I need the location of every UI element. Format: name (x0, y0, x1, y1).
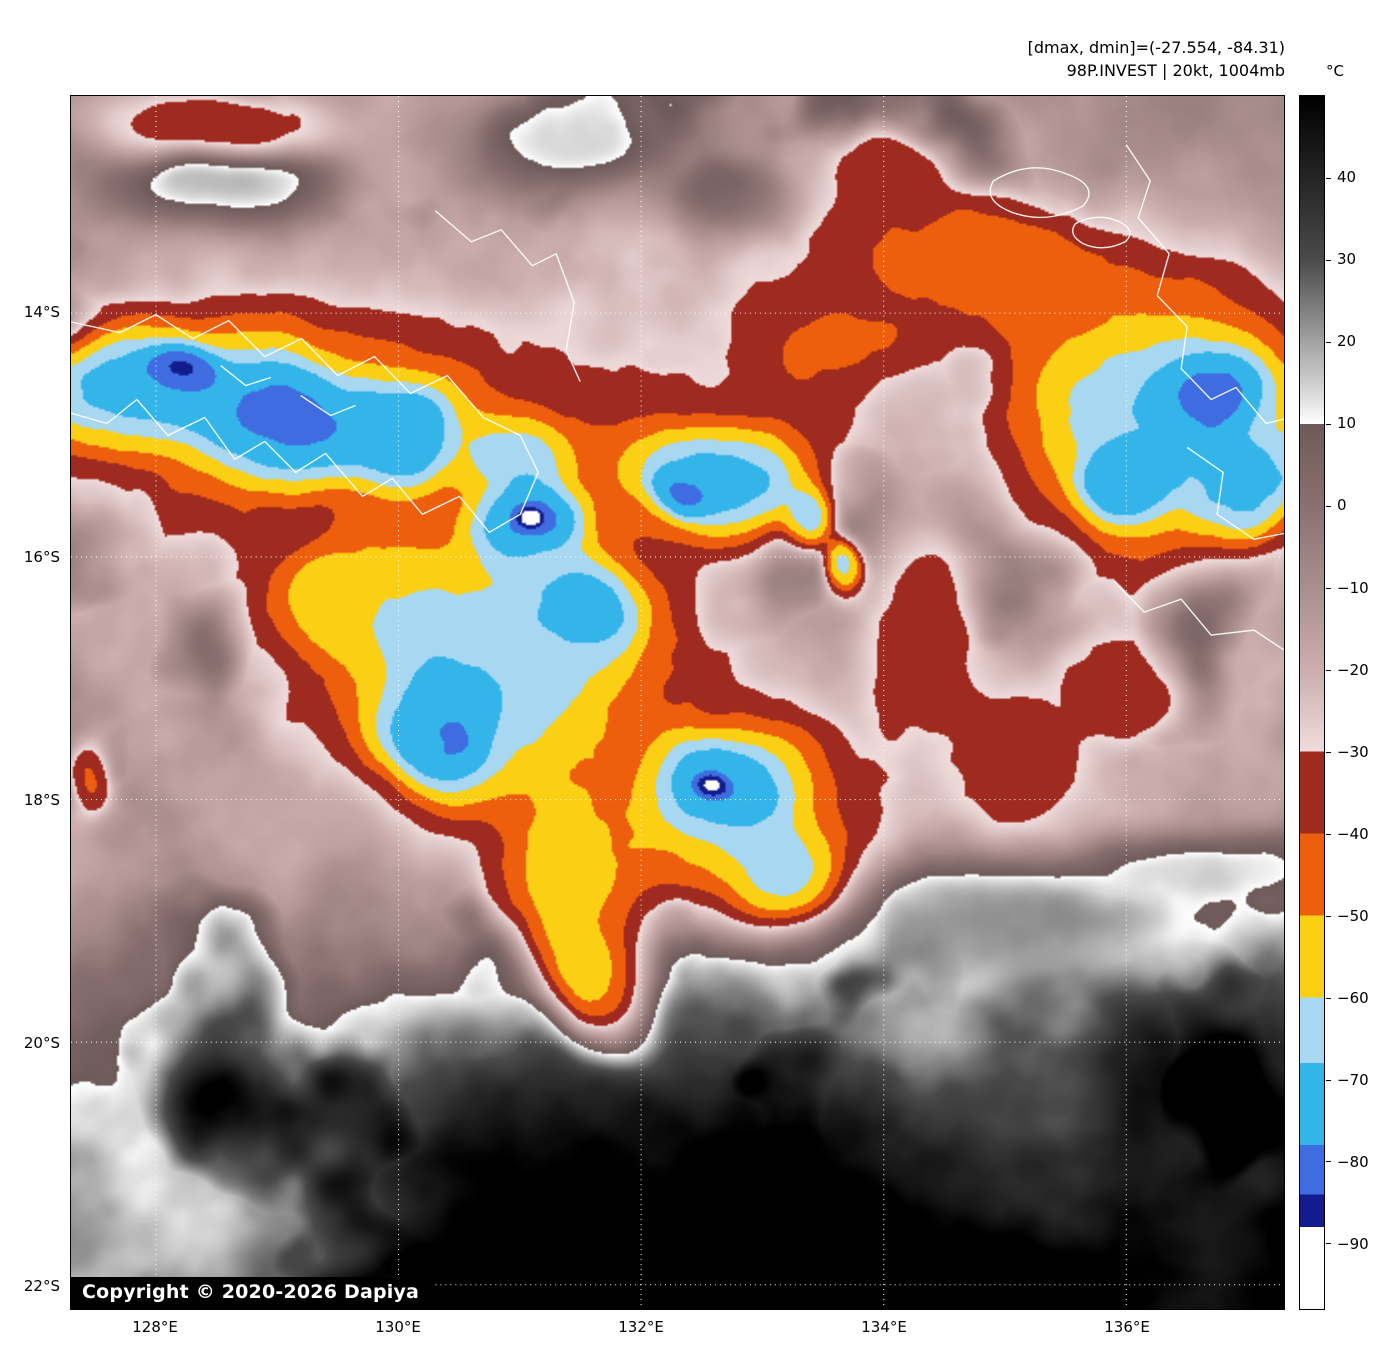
colorbar-tick-label: −80 (1337, 1153, 1369, 1171)
colorbar-tickmark (1326, 1161, 1331, 1162)
colorbar-tick-label: −10 (1337, 579, 1369, 597)
colorbar-tick-label: −50 (1337, 907, 1369, 925)
coastline-path (301, 396, 356, 416)
coastlines (71, 145, 1284, 654)
colorbar-tickmark (1326, 670, 1331, 671)
lon-tick-label: 134°E (861, 1318, 907, 1336)
island-outline (990, 168, 1089, 218)
colorbar-tick-label: 0 (1337, 496, 1347, 514)
lat-tick-label: 20°S (24, 1034, 60, 1052)
map-overlay (71, 96, 1284, 1309)
grid-overlay (71, 96, 1284, 1309)
colorbar-tickmark (1326, 998, 1331, 999)
coastline-path (71, 315, 538, 533)
lon-tick-label: 136°E (1104, 1318, 1150, 1336)
colorbar-gradient (1300, 96, 1324, 1309)
lat-tick-label: 22°S (24, 1277, 60, 1295)
colorbar-tick-label: −20 (1337, 661, 1369, 679)
coastline-path (1126, 145, 1284, 424)
island-outline (1073, 217, 1130, 248)
colorbar (1299, 95, 1325, 1310)
colorbar-tick-label: −60 (1337, 989, 1369, 1007)
colorbar-tick-label: 40 (1337, 168, 1356, 186)
colorbar-tick-label: 30 (1337, 250, 1356, 268)
range-readout: [dmax, dmin]=(-27.554, -84.31) (1028, 36, 1285, 59)
colorbar-tick-label: 20 (1337, 332, 1356, 350)
colorbar-tick-label: −70 (1337, 1071, 1369, 1089)
colorbar-tickmark (1326, 424, 1331, 425)
colorbar-tick-label: −40 (1337, 825, 1369, 843)
lon-tick-label: 132°E (618, 1318, 664, 1336)
storm-readout: 98P.INVEST | 20kt, 1004mb (1028, 59, 1285, 82)
lat-tick-label: 18°S (24, 791, 60, 809)
colorbar-tickmark (1326, 1080, 1331, 1081)
coastline-path (221, 366, 271, 386)
colorbar-tickmark (1326, 260, 1331, 261)
coastline-path (1187, 447, 1284, 539)
colorbar-tickmark (1326, 342, 1331, 343)
coastline-path (435, 211, 580, 382)
colorbar-tickmark (1326, 916, 1331, 917)
lon-tick-label: 128°E (132, 1318, 178, 1336)
colorbar-tickmark (1326, 178, 1331, 179)
lon-tick-label: 130°E (375, 1318, 421, 1336)
lat-tick-label: 16°S (24, 548, 60, 566)
satellite-figure: HIMAWARI-9 BAND14-CC FLOATER Time: 2026/… (0, 0, 1388, 1359)
colorbar-tickmark (1326, 1243, 1331, 1244)
colorbar-tick-label: −30 (1337, 743, 1369, 761)
longitude-axis: 128°E 130°E 132°E 134°E 136°E (70, 1316, 1285, 1344)
satellite-map: Copyright © 2020-2026 Dapiya (70, 95, 1285, 1310)
latitude-axis: 14°S 16°S 18°S 20°S 22°S (0, 95, 64, 1310)
colorbar-tickmark (1326, 752, 1331, 753)
figure-header-right: [dmax, dmin]=(-27.554, -84.31) 98P.INVES… (1028, 36, 1285, 82)
coastline-path (1114, 581, 1284, 654)
colorbar-unit-label: °C (1326, 62, 1344, 80)
copyright-badge: Copyright © 2020-2026 Dapiya (71, 1277, 432, 1309)
colorbar-tickmark (1326, 588, 1331, 589)
colorbar-tickmark (1326, 834, 1331, 835)
lat-tick-label: 14°S (24, 303, 60, 321)
colorbar-tickmark (1326, 506, 1331, 507)
colorbar-tick-label: 10 (1337, 414, 1356, 432)
colorbar-tick-label: −90 (1337, 1235, 1369, 1253)
colorbar-labels: 40 30 20 10 0 −10 −20 −30 −40 −50 −60 −70 −80 −90 (1337, 95, 1387, 1310)
